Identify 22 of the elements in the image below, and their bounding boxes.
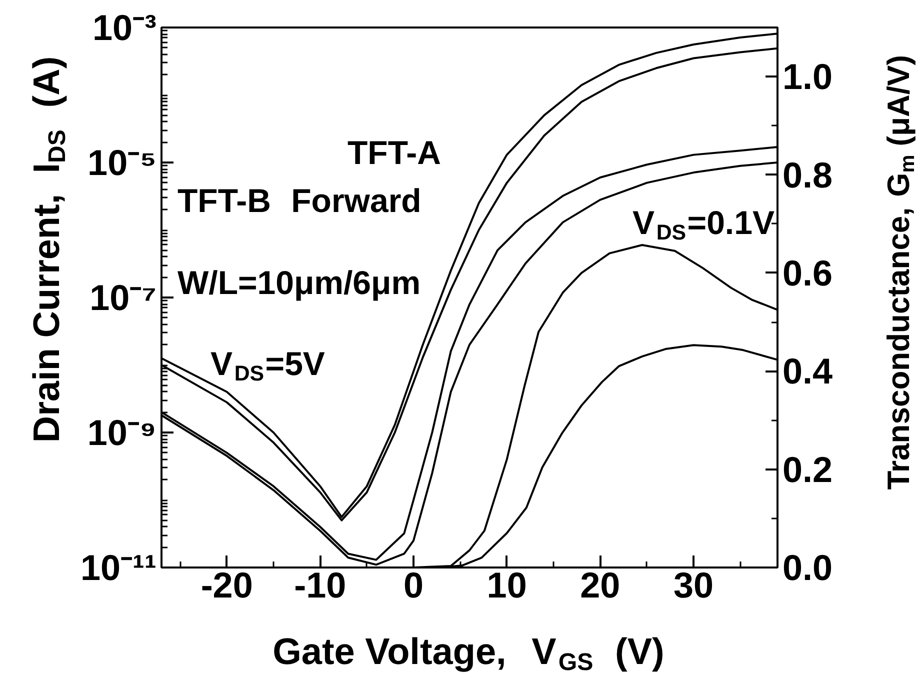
y-tick-label: 10⁻³ — [92, 7, 157, 48]
y2-tick-label: 1.0 — [782, 56, 833, 98]
y-tick-label: 10⁻⁵ — [88, 142, 156, 183]
annotation: TFT-B Forward — [178, 182, 422, 219]
y2-axis-title: Transconductance, Gm (μA/V) — [881, 54, 919, 490]
x-tick-label: 30 — [673, 564, 714, 606]
y-axis-title: Drain Current, IDS (A) — [26, 56, 72, 443]
x-tick-label: -20 — [200, 564, 253, 606]
y2-tick-label: 0.8 — [782, 154, 833, 196]
x-tick-label: 10 — [486, 564, 527, 606]
x-tick-label: -10 — [294, 564, 346, 606]
y-tick-label: 10⁻¹¹ — [80, 547, 157, 588]
y-tick-label: 10⁻⁹ — [87, 412, 157, 453]
y2-tick-label: 0.4 — [782, 350, 833, 392]
annotation: TFT-A — [348, 134, 441, 171]
y2-tick-label: 0.6 — [782, 252, 833, 294]
x-tick-label: 0 — [403, 564, 424, 606]
y2-tick-label: 0.2 — [782, 448, 833, 490]
annotation: W/L=10μm/6μm — [178, 264, 421, 301]
x-tick-label: 20 — [580, 564, 620, 606]
y2-tick-label: 0.0 — [782, 547, 833, 588]
y-tick-label: 10⁻⁷ — [90, 277, 157, 318]
